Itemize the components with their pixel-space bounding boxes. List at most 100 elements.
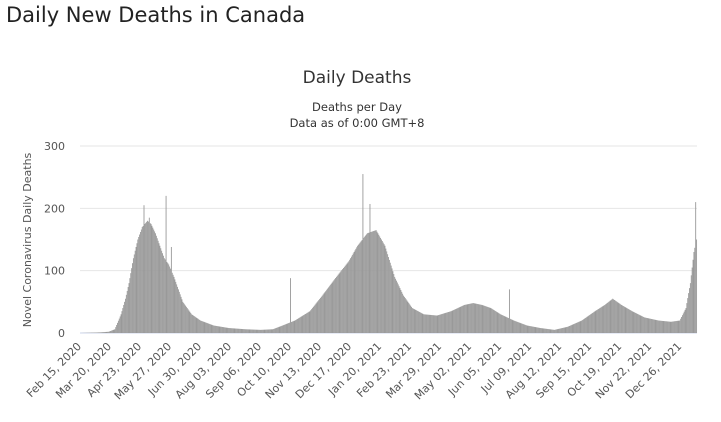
bar xyxy=(478,304,479,333)
bar xyxy=(666,321,668,333)
bar xyxy=(350,256,352,333)
bar xyxy=(626,308,628,333)
bar xyxy=(362,174,364,333)
bar xyxy=(225,327,227,333)
bar xyxy=(450,311,452,333)
bar xyxy=(644,317,645,333)
bar xyxy=(564,327,566,333)
bar xyxy=(686,303,688,333)
bar xyxy=(486,306,487,333)
bar xyxy=(600,307,602,333)
bar xyxy=(420,312,422,333)
bar xyxy=(556,329,558,333)
bar xyxy=(467,304,469,333)
bar xyxy=(484,305,486,333)
bar xyxy=(655,319,657,333)
bar xyxy=(469,303,471,333)
bar xyxy=(614,300,616,333)
bar xyxy=(620,304,622,333)
bar xyxy=(293,320,295,333)
bar xyxy=(159,245,161,333)
bar xyxy=(172,274,174,333)
bar xyxy=(379,236,381,333)
bar xyxy=(137,239,139,333)
bar xyxy=(245,329,246,333)
bar xyxy=(100,332,102,333)
bar xyxy=(219,326,221,333)
bar xyxy=(492,309,494,333)
bar xyxy=(570,325,572,333)
bar xyxy=(324,292,326,333)
bar xyxy=(389,262,391,333)
bar xyxy=(356,247,358,333)
bar xyxy=(421,313,423,333)
bar xyxy=(262,329,264,333)
bar xyxy=(327,288,329,333)
bar xyxy=(634,312,636,333)
bar xyxy=(604,304,606,333)
bar xyxy=(582,319,584,333)
bar xyxy=(452,310,454,333)
bar xyxy=(318,300,320,333)
bar xyxy=(503,315,505,333)
bar xyxy=(636,313,638,333)
bar xyxy=(508,318,509,333)
bar xyxy=(391,268,393,333)
bar xyxy=(343,268,344,333)
bar xyxy=(266,329,268,333)
bar xyxy=(259,329,261,333)
bar xyxy=(595,310,597,333)
y-tick-labels: 0 100 200 300 xyxy=(44,140,65,340)
bar xyxy=(113,329,115,333)
bar xyxy=(428,314,430,333)
bar xyxy=(157,240,159,333)
bar xyxy=(513,320,515,333)
bar xyxy=(419,312,421,333)
bar xyxy=(299,317,301,333)
bar xyxy=(665,321,667,333)
bar xyxy=(593,311,595,333)
bar xyxy=(346,263,348,333)
bar xyxy=(552,329,554,333)
bar xyxy=(275,328,276,333)
bar xyxy=(124,301,126,333)
bar xyxy=(147,220,148,333)
bar xyxy=(496,312,498,333)
bar xyxy=(403,295,404,333)
bar xyxy=(115,327,117,333)
bar xyxy=(646,318,648,333)
bar xyxy=(651,318,652,333)
bar xyxy=(331,282,333,333)
bar xyxy=(547,329,549,333)
bar xyxy=(393,274,395,333)
bar xyxy=(205,322,207,333)
bar xyxy=(128,283,130,333)
bar xyxy=(129,278,131,333)
bar xyxy=(375,230,377,333)
bar xyxy=(511,319,513,333)
bar xyxy=(161,250,163,333)
bar xyxy=(184,304,186,333)
bar xyxy=(216,326,218,333)
bar xyxy=(606,302,608,333)
bar xyxy=(508,289,510,333)
bar xyxy=(456,308,457,333)
y-tick-label: 300 xyxy=(44,140,65,153)
bar xyxy=(177,286,178,333)
bar xyxy=(647,318,649,333)
bar xyxy=(523,324,525,333)
bar xyxy=(270,329,272,333)
bar xyxy=(162,255,164,333)
bar xyxy=(283,324,285,333)
bar xyxy=(363,237,365,333)
bar xyxy=(504,316,506,333)
bar xyxy=(625,307,627,333)
bar-series xyxy=(80,174,698,334)
bar xyxy=(235,328,237,333)
bar xyxy=(439,314,441,333)
bar xyxy=(110,331,111,333)
bar xyxy=(527,325,529,333)
bar xyxy=(572,324,574,333)
bar xyxy=(576,322,577,333)
bar xyxy=(359,242,361,333)
